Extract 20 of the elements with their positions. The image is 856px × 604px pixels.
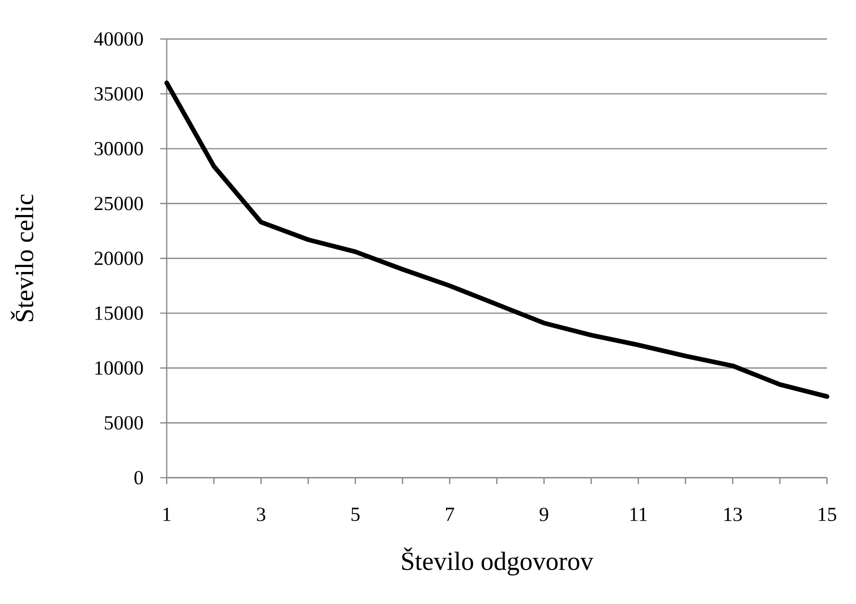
y-tick-label: 40000 — [94, 32, 143, 46]
y-tick-label: 35000 — [94, 87, 143, 101]
y-tick-label: 10000 — [95, 361, 143, 375]
y-tick-label: 25000 — [94, 196, 143, 210]
x-tick-label: 1 — [163, 508, 171, 521]
y-tick-label: 20000 — [94, 252, 143, 266]
y-tick-label: 0 — [134, 470, 143, 484]
x-tick-label: 13 — [724, 508, 742, 522]
x-tick-label: 9 — [540, 508, 548, 522]
y-axis-title: Število celic — [10, 194, 34, 322]
y-tick-label: 5000 — [104, 416, 143, 430]
y-tick-label: 30000 — [94, 142, 143, 156]
y-tick-label: 15000 — [95, 306, 143, 320]
x-tick-label: 7 — [446, 508, 454, 521]
x-tick-label: 15 — [818, 508, 836, 522]
line-series — [164, 80, 830, 399]
x-tick-label: 11 — [630, 508, 647, 521]
x-tick-label: 3 — [256, 508, 266, 522]
x-axis-title: Število odgovorov — [402, 548, 594, 576]
x-tick-label: 5 — [352, 508, 360, 522]
